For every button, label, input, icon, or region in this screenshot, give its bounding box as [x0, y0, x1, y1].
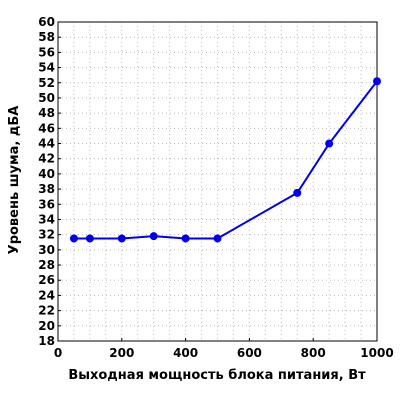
x-tick-label: 1000	[360, 346, 393, 360]
y-tick-label: 24	[38, 288, 55, 302]
y-tick-label: 18	[38, 334, 55, 348]
data-point	[213, 234, 222, 243]
ticks	[57, 21, 378, 342]
y-tick-label: 20	[38, 319, 55, 333]
x-tick-labels: 0 200 400 600 800 1000	[54, 346, 394, 360]
y-tick-label: 30	[38, 243, 55, 257]
y-tick-label: 26	[38, 273, 55, 287]
y-tick-label: 54	[38, 61, 55, 75]
x-tick-label: 400	[173, 346, 198, 360]
y-tick-label: 58	[38, 30, 55, 44]
y-tick-label: 44	[38, 137, 55, 151]
data-point	[293, 188, 302, 197]
data-point	[149, 232, 158, 241]
x-tick-label: 800	[301, 346, 326, 360]
y-tick-label: 56	[38, 45, 55, 59]
y-tick-label: 32	[38, 228, 55, 242]
y-tick-label: 42	[38, 152, 55, 166]
data-point	[181, 234, 190, 243]
data-point	[373, 77, 381, 86]
series-line	[73, 80, 378, 240]
x-axis-title: Выходная мощность блока питания, Вт	[68, 368, 366, 383]
data-point	[325, 139, 334, 148]
y-tick-label: 48	[38, 106, 55, 120]
y-tick-label: 36	[38, 197, 55, 211]
data-point	[85, 234, 94, 243]
y-tick-label: 38	[38, 182, 55, 196]
plot-frame	[57, 21, 378, 342]
x-tick-label: 200	[109, 346, 134, 360]
data-point	[69, 234, 78, 243]
series	[69, 77, 381, 243]
y-axis-title: Уровень шума, дБА	[7, 106, 22, 255]
y-tick-label: 22	[38, 304, 55, 318]
y-tick-label: 40	[38, 167, 55, 181]
x-tick-label: 0	[54, 346, 62, 360]
y-tick-label: 46	[38, 121, 55, 135]
y-tick-label: 28	[38, 258, 55, 272]
grid	[58, 22, 377, 341]
y-tick-label: 50	[38, 91, 55, 105]
y-tick-label: 34	[38, 212, 55, 226]
y-tick-label: 52	[38, 76, 55, 90]
x-tick-label: 600	[237, 346, 262, 360]
y-tick-label: 60	[38, 15, 55, 29]
data-point	[117, 234, 126, 243]
